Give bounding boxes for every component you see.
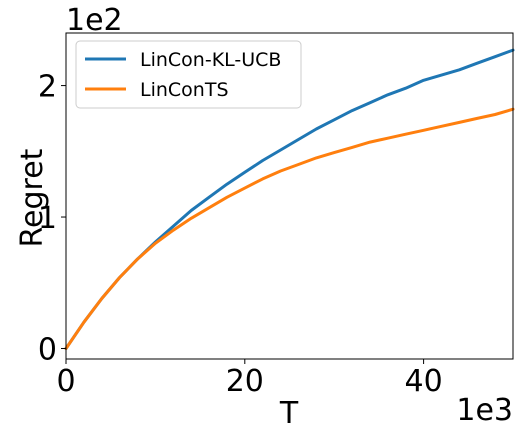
plot-frame xyxy=(65,32,514,360)
y-axis-label: Regret xyxy=(15,148,50,247)
y-tick-label: 2 xyxy=(38,70,57,105)
legend-label: LinConTS xyxy=(140,79,229,101)
legend-box xyxy=(75,40,302,109)
legend: LinCon-KL-UCB LinConTS xyxy=(75,40,302,109)
legend-label: LinCon-KL-UCB xyxy=(140,49,281,71)
series-line-1 xyxy=(64,107,515,350)
y-offset-label: 1e2 xyxy=(66,3,123,38)
x-offset-label: 1e3 xyxy=(456,393,513,428)
x-tick-label: 0 xyxy=(56,364,75,399)
y-tick-label: 0 xyxy=(38,332,57,367)
y-tick-label: 1 xyxy=(38,201,57,236)
x-axis-label: T xyxy=(279,396,299,431)
x-tick-label: 20 xyxy=(226,364,264,399)
x-tick-label: 40 xyxy=(405,364,443,399)
